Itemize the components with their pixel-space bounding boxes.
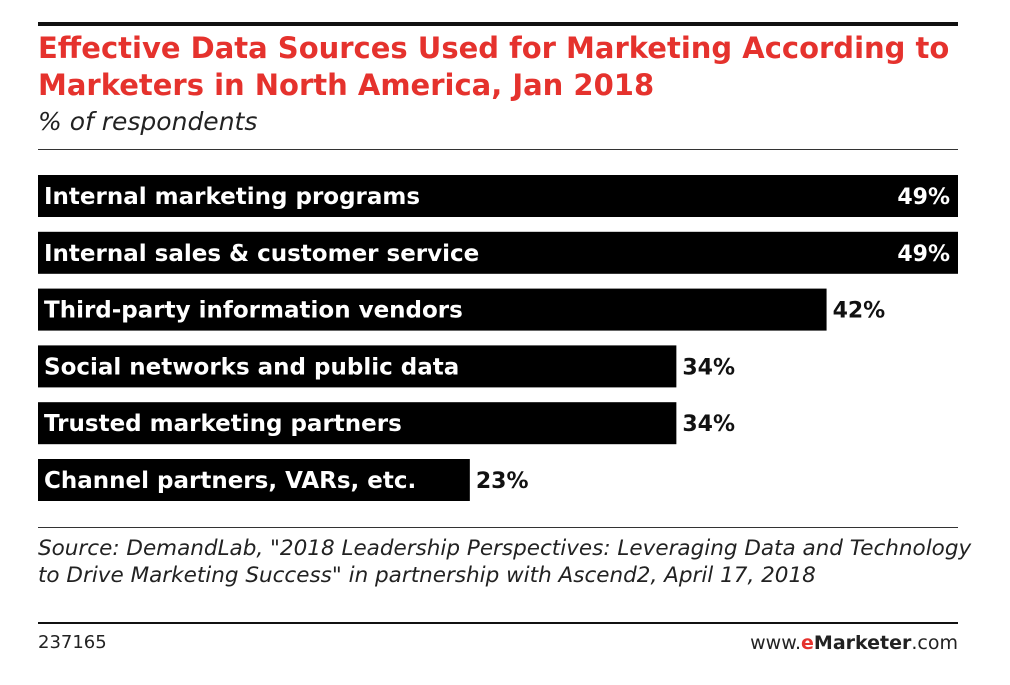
value-label-internal-sales-customer-service: 49%: [897, 242, 950, 267]
category-label-trusted-marketing-partners: Trusted marketing partners: [44, 411, 402, 437]
header-rule: [38, 149, 958, 150]
category-label-internal-sales-customer-service: Internal sales & customer service: [44, 241, 479, 267]
value-label-channel-partners-vars-etc: 23%: [476, 469, 529, 494]
bar-trusted-marketing-partners: [38, 402, 677, 445]
value-label-trusted-marketing-partners: 34%: [682, 412, 735, 437]
category-label-social-networks-and-public-data: Social networks and public data: [44, 354, 459, 380]
category-label-channel-partners-vars-etc: Channel partners, VARs, etc.: [44, 468, 416, 494]
source-rule: [38, 527, 958, 528]
value-label-social-networks-and-public-data: 34%: [682, 355, 735, 380]
bar-channel-partners-vars-etc: [38, 459, 470, 501]
brand-name: Marketer: [813, 632, 912, 654]
brand-suffix: .com: [911, 632, 958, 654]
category-label-third-party-information-vendors: Third-party information vendors: [44, 298, 463, 324]
bar-internal-sales-customer-service: [38, 231, 958, 274]
brand-prefix: www.: [750, 632, 802, 654]
footer-rule: [38, 622, 958, 624]
bar-social-networks-and-public-data: [38, 345, 677, 388]
brand-e: e: [801, 632, 814, 654]
bar-internal-marketing-programs: [38, 175, 958, 217]
source-note: Source: DemandLab, "2018 Leadership Pers…: [38, 536, 972, 588]
chart-title: Effective Data Sources Used for Marketin…: [38, 31, 950, 102]
chart-subtitle: % of respondents: [38, 107, 258, 136]
chart-id: 237165: [38, 632, 107, 653]
value-label-internal-marketing-programs: 49%: [897, 185, 950, 210]
bar-third-party-information-vendors: [38, 288, 827, 331]
brand-logo: www.eMarketer.com: [750, 632, 958, 654]
value-label-third-party-information-vendors: 42%: [833, 299, 886, 324]
category-label-internal-marketing-programs: Internal marketing programs: [44, 184, 420, 210]
top-rule: [38, 22, 958, 26]
